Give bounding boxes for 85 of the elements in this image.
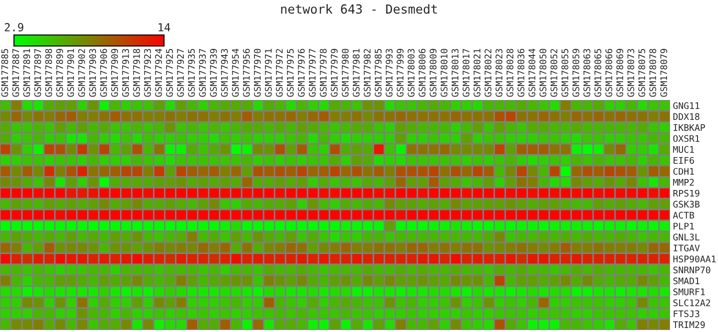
x-tick-label: GSM177923 <box>144 48 151 97</box>
x-tick-label: GSM177897 <box>34 48 42 97</box>
x-tick-label: GSM177925 <box>166 49 173 97</box>
x-tick-label: GSM177978 <box>320 48 327 97</box>
y-tick-label: SNRNP70 <box>673 266 710 274</box>
x-tick-label: GSM178044 <box>528 48 536 97</box>
x-tick-label: GSM178010 <box>440 48 448 97</box>
x-tick-label: GSM177902 <box>78 49 86 97</box>
x-tick-label: GSM178052 <box>550 49 558 97</box>
color-bar-label: 14 <box>158 23 170 32</box>
x-tick-label: GSM178028 <box>506 48 514 97</box>
y-tick-label: IKBKAP <box>674 124 705 131</box>
y-tick-label: SMAD1 <box>673 277 700 284</box>
x-tick-label: GSM178022 <box>484 49 492 97</box>
x-tick-label: GSM177943 <box>220 48 228 97</box>
x-tick-label: GSM178050 <box>540 48 546 97</box>
x-tick-label: GSM177982 <box>364 49 371 97</box>
x-tick-label: GSM178075 <box>638 49 646 97</box>
x-tick-label: GSM177981 <box>352 48 360 97</box>
x-tick-label: GSM177970 <box>254 48 261 97</box>
x-tick-label: GSM177975 <box>286 49 294 97</box>
x-tick-label: GSM178059 <box>572 48 580 97</box>
y-tick-label: SMURF1 <box>673 288 705 296</box>
x-tick-label: GSM177979 <box>330 48 338 97</box>
x-tick-label: GSM177909 <box>111 48 118 97</box>
x-tick-label: GSM178066 <box>605 48 612 97</box>
x-tick-label: GSM178073 <box>627 48 634 97</box>
x-tick-label: GSM178013 <box>452 48 458 97</box>
x-tick-label: GSM178078 <box>649 48 656 97</box>
y-tick-label: SLC12A2 <box>673 299 710 306</box>
x-tick-label: GSM177985 <box>374 49 382 97</box>
y-tick-label: FTSJ3 <box>674 310 700 318</box>
x-tick-label: GSM177939 <box>210 48 217 97</box>
y-tick-label: TRIM29 <box>672 321 705 328</box>
x-tick-label: GSM177927 <box>177 48 184 97</box>
y-tick-label: DDX18 <box>673 113 700 120</box>
x-tick-label: GSM177903 <box>89 48 96 97</box>
y-tick-label: MUC1 <box>673 146 694 153</box>
y-tick-label: RPS19 <box>673 190 700 197</box>
x-tick-label: GSM177976 <box>298 48 305 97</box>
x-tick-label: GSM178065 <box>594 49 602 97</box>
y-tick-label: EIF6 <box>674 156 694 164</box>
y-tick-label: PLP1 <box>674 222 694 230</box>
y-tick-label: GNG11 <box>673 102 700 110</box>
x-tick-label: GSM178003 <box>408 48 415 97</box>
x-tick-label: GSM177954 <box>232 48 239 97</box>
x-tick-label: GSM177972 <box>276 49 283 97</box>
x-tick-label: GSM178063 <box>583 48 590 97</box>
x-tick-label: GSM177891 <box>23 48 30 97</box>
x-tick-label: GSM178009 <box>430 48 436 97</box>
y-tick-label: GSK3B <box>673 200 700 208</box>
y-tick-label: HSP90AA1 <box>673 256 716 262</box>
y-tick-label: ITGAV <box>674 244 700 252</box>
x-tick-label: GSM178069 <box>616 48 624 97</box>
x-tick-label: GSM177898 <box>45 48 52 97</box>
x-tick-label: GSM177993 <box>386 48 393 97</box>
x-tick-label: GSM177937 <box>199 48 206 97</box>
x-tick-label: GSM178079 <box>660 48 668 97</box>
x-tick-label: GSM177899 <box>56 48 64 97</box>
x-tick-label: GSM178036 <box>518 48 524 97</box>
y-tick-label: CDH1 <box>673 168 694 175</box>
color-bar-label: 2.9 <box>4 23 24 32</box>
x-tick-label: GSM177956 <box>242 48 250 97</box>
x-tick-label: GSM178017 <box>462 48 470 97</box>
x-tick-label: GSM177906 <box>100 48 107 97</box>
x-tick-label: GSM178021 <box>474 48 480 97</box>
y-tick-label: MMP2 <box>673 178 694 186</box>
x-tick-label: GSM177999 <box>396 48 404 97</box>
y-tick-label: ACTB <box>672 212 694 219</box>
chart-title: network 643 - Desmedt <box>281 4 437 14</box>
y-tick-label: OXSR1 <box>673 135 700 142</box>
x-tick-label: GSM177971 <box>264 48 272 97</box>
x-tick-label: GSM177980 <box>342 48 349 97</box>
x-tick-label: GSM178006 <box>418 48 426 97</box>
x-tick-label: GSM177924 <box>155 48 162 97</box>
x-tick-label: GSM177913 <box>122 48 129 97</box>
x-tick-label: GSM178023 <box>496 48 502 97</box>
x-tick-label: GSM177901 <box>67 48 74 97</box>
x-tick-label: GSM177887 <box>12 48 20 97</box>
x-tick-label: GSM177977 <box>308 48 316 97</box>
y-tick-label: GNL3L <box>673 234 700 240</box>
x-tick-label: GSM177935 <box>188 49 195 97</box>
x-tick-label: GSM177885 <box>1 49 8 97</box>
x-tick-label: GSM177918 <box>133 48 140 97</box>
x-tick-label: GSM178055 <box>561 49 568 97</box>
